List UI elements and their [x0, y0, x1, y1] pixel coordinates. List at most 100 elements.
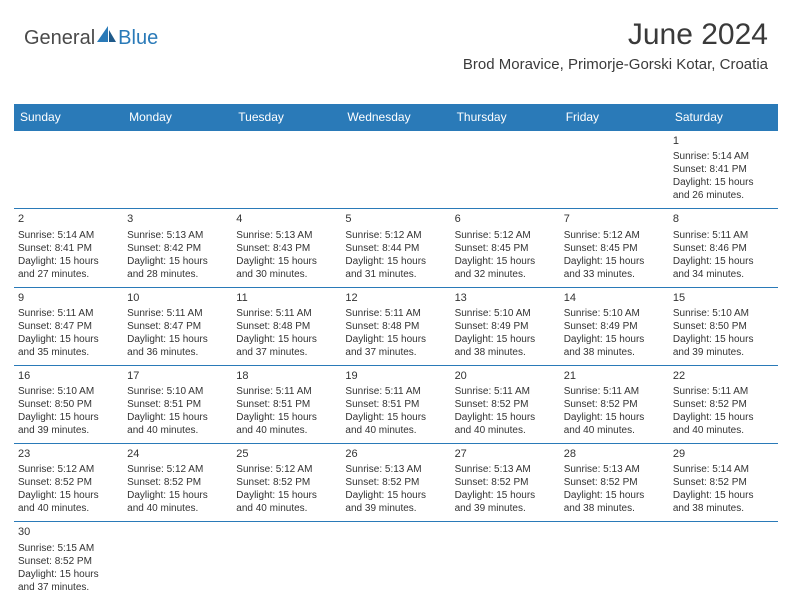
daylight-line: and 38 minutes. [673, 502, 774, 515]
daylight-line: Daylight: 15 hours [564, 333, 665, 346]
daylight-line: and 40 minutes. [673, 424, 774, 437]
sunset-line: Sunset: 8:50 PM [18, 398, 119, 411]
logo: General Blue [24, 26, 158, 50]
day-number: 14 [564, 291, 665, 305]
day-header-row: Sunday Monday Tuesday Wednesday Thursday… [14, 104, 778, 131]
sunrise-line: Sunrise: 5:13 AM [455, 463, 556, 476]
calendar-body: 1Sunrise: 5:14 AMSunset: 8:41 PMDaylight… [14, 131, 778, 600]
sunset-line: Sunset: 8:41 PM [673, 163, 774, 176]
calendar-cell: 12Sunrise: 5:11 AMSunset: 8:48 PMDayligh… [341, 287, 450, 365]
sunset-line: Sunset: 8:48 PM [236, 320, 337, 333]
daylight-line: and 40 minutes. [236, 424, 337, 437]
day-number: 25 [236, 447, 337, 461]
daylight-line: and 40 minutes. [127, 424, 228, 437]
day-number: 24 [127, 447, 228, 461]
daylight-line: and 31 minutes. [345, 268, 446, 281]
calendar-row: 23Sunrise: 5:12 AMSunset: 8:52 PMDayligh… [14, 444, 778, 522]
calendar-cell: 28Sunrise: 5:13 AMSunset: 8:52 PMDayligh… [560, 444, 669, 522]
sunset-line: Sunset: 8:52 PM [564, 476, 665, 489]
sunset-line: Sunset: 8:49 PM [564, 320, 665, 333]
day-number: 13 [455, 291, 556, 305]
calendar-cell: 22Sunrise: 5:11 AMSunset: 8:52 PMDayligh… [669, 365, 778, 443]
calendar-cell: 23Sunrise: 5:12 AMSunset: 8:52 PMDayligh… [14, 444, 123, 522]
calendar-cell: 24Sunrise: 5:12 AMSunset: 8:52 PMDayligh… [123, 444, 232, 522]
day-header: Friday [560, 104, 669, 131]
calendar-cell [14, 131, 123, 209]
sunset-line: Sunset: 8:52 PM [236, 476, 337, 489]
daylight-line: and 27 minutes. [18, 268, 119, 281]
sunset-line: Sunset: 8:43 PM [236, 242, 337, 255]
calendar-cell: 5Sunrise: 5:12 AMSunset: 8:44 PMDaylight… [341, 209, 450, 287]
daylight-line: and 26 minutes. [673, 189, 774, 202]
month-title: June 2024 [463, 18, 768, 52]
calendar-cell: 20Sunrise: 5:11 AMSunset: 8:52 PMDayligh… [451, 365, 560, 443]
calendar-cell [451, 131, 560, 209]
day-number: 11 [236, 291, 337, 305]
day-header: Monday [123, 104, 232, 131]
daylight-line: Daylight: 15 hours [345, 489, 446, 502]
calendar-row: 9Sunrise: 5:11 AMSunset: 8:47 PMDaylight… [14, 287, 778, 365]
calendar-cell: 14Sunrise: 5:10 AMSunset: 8:49 PMDayligh… [560, 287, 669, 365]
daylight-line: and 40 minutes. [564, 424, 665, 437]
daylight-line: Daylight: 15 hours [18, 568, 119, 581]
day-number: 1 [673, 134, 774, 148]
logo-text-general: General [24, 27, 95, 50]
daylight-line: Daylight: 15 hours [236, 411, 337, 424]
day-number: 27 [455, 447, 556, 461]
sunset-line: Sunset: 8:49 PM [455, 320, 556, 333]
day-header: Saturday [669, 104, 778, 131]
day-number: 23 [18, 447, 119, 461]
calendar-cell: 9Sunrise: 5:11 AMSunset: 8:47 PMDaylight… [14, 287, 123, 365]
day-number: 3 [127, 212, 228, 226]
sunrise-line: Sunrise: 5:12 AM [564, 229, 665, 242]
calendar-row: 2Sunrise: 5:14 AMSunset: 8:41 PMDaylight… [14, 209, 778, 287]
logo-sail-icon [97, 26, 117, 50]
daylight-line: and 40 minutes. [236, 502, 337, 515]
calendar-cell: 18Sunrise: 5:11 AMSunset: 8:51 PMDayligh… [232, 365, 341, 443]
calendar-cell [123, 131, 232, 209]
day-number: 9 [18, 291, 119, 305]
daylight-line: Daylight: 15 hours [673, 411, 774, 424]
sunrise-line: Sunrise: 5:12 AM [236, 463, 337, 476]
day-number: 5 [345, 212, 446, 226]
daylight-line: and 32 minutes. [455, 268, 556, 281]
calendar-row: 1Sunrise: 5:14 AMSunset: 8:41 PMDaylight… [14, 131, 778, 209]
daylight-line: Daylight: 15 hours [455, 489, 556, 502]
daylight-line: and 30 minutes. [236, 268, 337, 281]
daylight-line: Daylight: 15 hours [127, 333, 228, 346]
calendar-cell [123, 522, 232, 600]
daylight-line: and 34 minutes. [673, 268, 774, 281]
sunrise-line: Sunrise: 5:11 AM [564, 385, 665, 398]
sunrise-line: Sunrise: 5:11 AM [673, 385, 774, 398]
daylight-line: and 40 minutes. [18, 502, 119, 515]
daylight-line: and 33 minutes. [564, 268, 665, 281]
daylight-line: and 37 minutes. [18, 581, 119, 594]
sunset-line: Sunset: 8:41 PM [18, 242, 119, 255]
day-number: 20 [455, 369, 556, 383]
sunset-line: Sunset: 8:50 PM [673, 320, 774, 333]
sunrise-line: Sunrise: 5:12 AM [127, 463, 228, 476]
day-number: 15 [673, 291, 774, 305]
sunset-line: Sunset: 8:52 PM [345, 476, 446, 489]
daylight-line: Daylight: 15 hours [673, 176, 774, 189]
sunrise-line: Sunrise: 5:11 AM [345, 307, 446, 320]
sunrise-line: Sunrise: 5:10 AM [673, 307, 774, 320]
sunrise-line: Sunrise: 5:11 AM [236, 307, 337, 320]
day-number: 4 [236, 212, 337, 226]
day-header: Sunday [14, 104, 123, 131]
daylight-line: and 39 minutes. [455, 502, 556, 515]
daylight-line: and 38 minutes. [564, 502, 665, 515]
sunset-line: Sunset: 8:48 PM [345, 320, 446, 333]
calendar-cell: 1Sunrise: 5:14 AMSunset: 8:41 PMDaylight… [669, 131, 778, 209]
location-subtitle: Brod Moravice, Primorje-Gorski Kotar, Cr… [463, 56, 768, 73]
day-number: 2 [18, 212, 119, 226]
sunset-line: Sunset: 8:52 PM [18, 476, 119, 489]
day-number: 12 [345, 291, 446, 305]
day-number: 17 [127, 369, 228, 383]
sunrise-line: Sunrise: 5:11 AM [236, 385, 337, 398]
calendar-cell [232, 522, 341, 600]
sunset-line: Sunset: 8:52 PM [455, 476, 556, 489]
sunrise-line: Sunrise: 5:10 AM [18, 385, 119, 398]
sunrise-line: Sunrise: 5:11 AM [673, 229, 774, 242]
daylight-line: Daylight: 15 hours [455, 255, 556, 268]
